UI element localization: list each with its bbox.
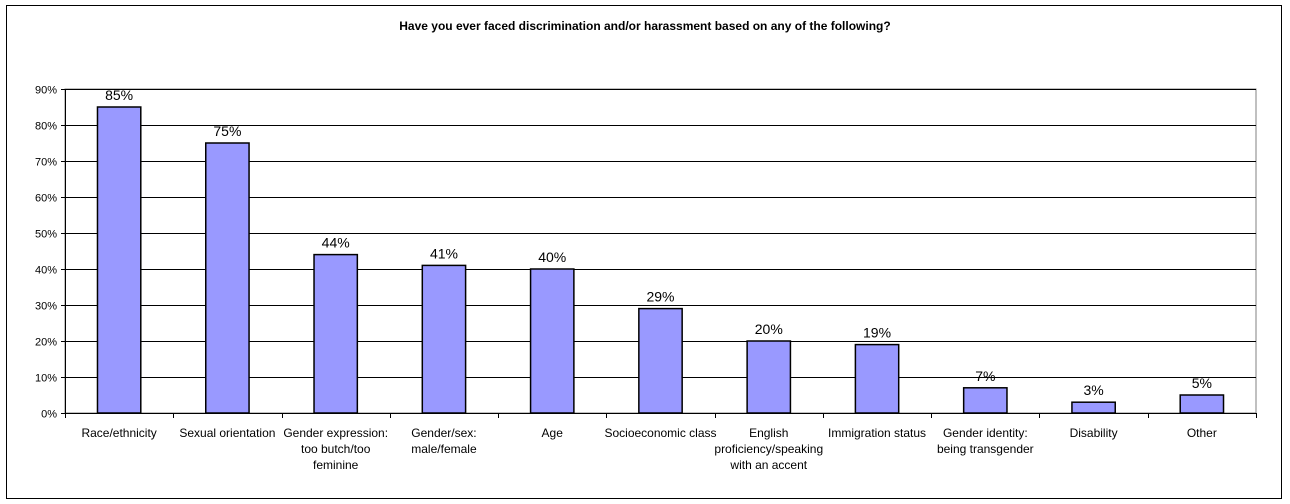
category-label: Other [1187,426,1217,440]
data-label: 85% [105,87,133,103]
bar [529,268,575,414]
data-label: 20% [755,321,783,337]
data-label: 19% [863,325,891,341]
bar [746,340,792,414]
category-label: Disability [1070,426,1118,440]
bar [962,387,1008,414]
data-label: 44% [322,235,350,251]
y-tick-label: 10% [35,373,57,385]
y-tick-label: 80% [35,121,57,133]
data-label: 41% [430,245,458,261]
chart-title: Have you ever faced discrimination and/o… [399,19,891,33]
y-tick-label: 40% [35,265,57,277]
bar [313,253,359,414]
bar [421,264,467,414]
category-label: English proficiency/speaking with an accen… [714,426,823,472]
y-tick-label: 90% [35,85,57,97]
bar [638,307,683,414]
bar [854,343,900,414]
bar [96,106,142,414]
category-label: Gender identity: being transgender [937,426,1034,456]
y-tick-label: 30% [35,301,57,313]
data-label: 3% [1083,382,1103,398]
data-label: 29% [646,289,674,305]
y-tick-label: 50% [35,229,57,241]
axes [61,89,1257,418]
category-label: Gender expression: too butch/too feminine [283,426,388,472]
y-tick-label: 70% [35,157,57,169]
bars [96,106,1225,414]
data-label: 75% [213,123,241,139]
bar [1071,401,1116,414]
category-label: Age [542,426,564,440]
data-label: 40% [538,249,566,265]
bar [205,142,250,414]
bar [1179,394,1225,414]
data-label: 7% [975,368,995,384]
labels: 0% 10% 20% 30% 40% 50% 60% 70% 80% 90% 85% Race/eth… [35,85,1217,473]
data-label: 5% [1192,375,1212,391]
category-label: Socioeconomic class [604,426,716,440]
y-tick-label: 60% [35,193,57,205]
y-tick-label: 20% [35,337,57,349]
y-tick-label: 0% [41,409,57,421]
category-label: Sexual orientation [179,426,275,440]
category-label: Immigration status [828,426,926,440]
gridlines [64,88,1257,414]
category-label: Gender/sex: male/female [411,426,477,456]
category-label: Race/ethnicity [81,426,156,440]
